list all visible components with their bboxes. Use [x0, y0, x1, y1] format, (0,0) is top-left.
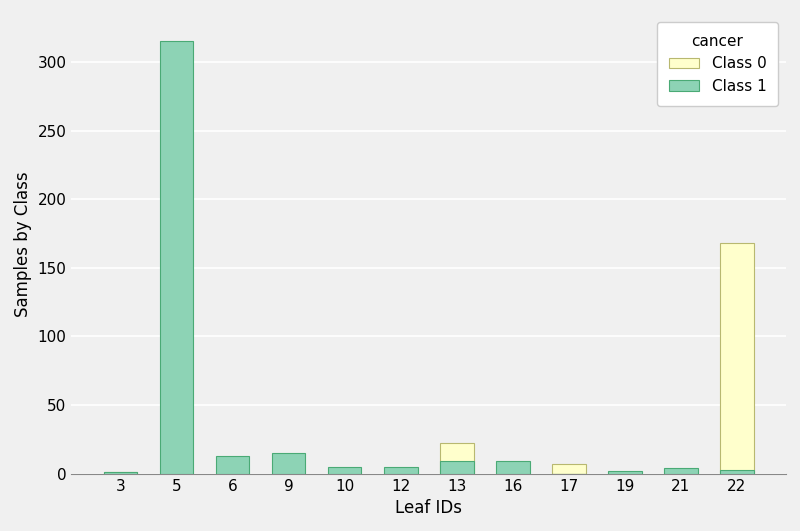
X-axis label: Leaf IDs: Leaf IDs	[395, 499, 462, 517]
Bar	[720, 243, 754, 474]
Bar	[160, 41, 194, 474]
Bar	[104, 472, 138, 474]
Bar	[440, 461, 474, 474]
Y-axis label: Samples by Class: Samples by Class	[14, 171, 32, 316]
Bar	[664, 468, 698, 474]
Bar	[440, 443, 474, 474]
Bar	[104, 472, 138, 474]
Bar	[608, 471, 642, 474]
Bar	[216, 456, 250, 474]
Bar	[720, 469, 754, 474]
Bar	[552, 464, 586, 474]
Bar	[328, 467, 362, 474]
Bar	[384, 467, 418, 474]
Bar	[272, 453, 306, 474]
Legend: Class 0, Class 1: Class 0, Class 1	[657, 22, 778, 106]
Bar	[496, 461, 530, 474]
